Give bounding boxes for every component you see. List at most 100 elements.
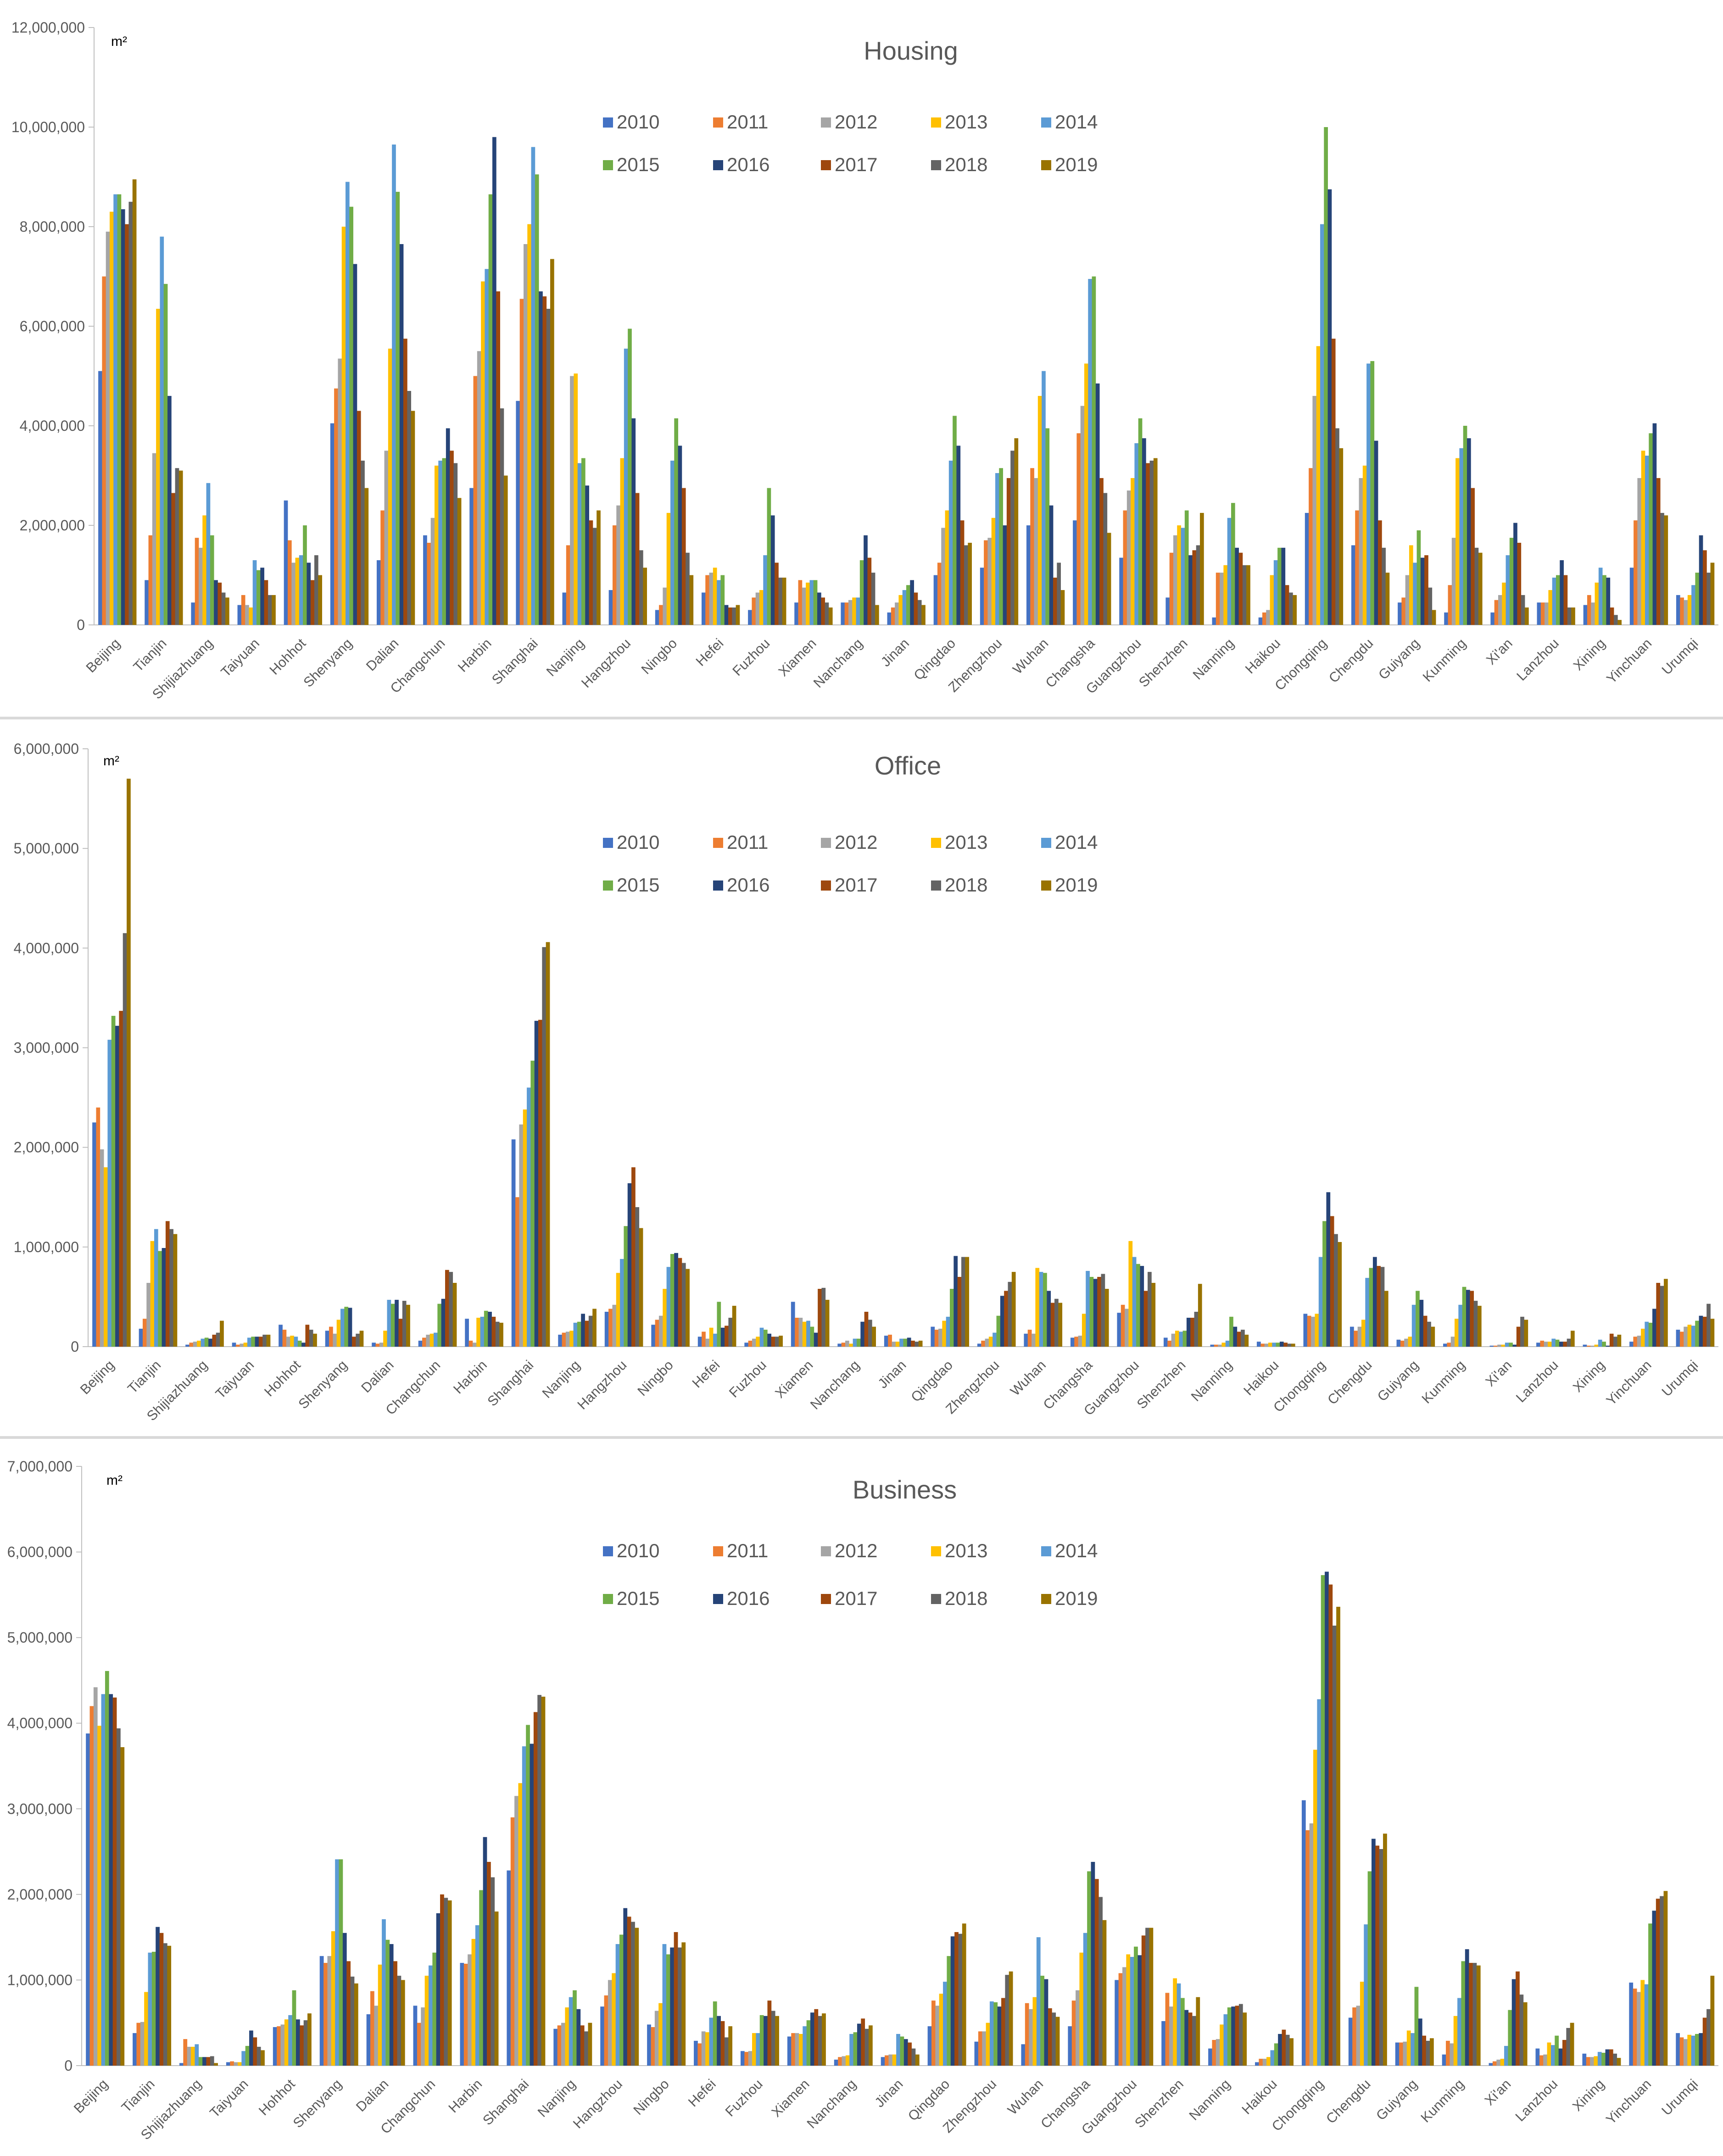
bar-taiyuan-2014 [247, 1337, 251, 1347]
legend-swatch-2018 [931, 160, 941, 170]
x-tick-label: Xiamen [772, 1358, 816, 1401]
bar-changsha-2012 [1076, 1990, 1080, 2066]
x-tick-label: Hohhot [256, 2076, 298, 2118]
bar-beijing-2013 [104, 1167, 108, 1347]
bar-chengdu-2017 [1375, 1845, 1380, 2066]
legend-label-2010: 2010 [617, 111, 659, 133]
bar-hohhot-2010 [279, 1325, 283, 1347]
bar-nanjing-2013 [569, 1331, 574, 1347]
bar-nanchang-2013 [845, 2055, 850, 2066]
bar-harbin-2018 [495, 1321, 500, 1347]
bar-tianjin-2012 [140, 2022, 145, 2066]
legend-swatch-2016 [713, 160, 723, 170]
bar-dalian-2019 [406, 1304, 410, 1347]
bar-shenyang-2012 [338, 358, 342, 625]
bar-nanjing-2018 [584, 2031, 588, 2066]
bar-harbin-2013 [476, 1318, 480, 1347]
bar-shijiazhuang-2010 [185, 1344, 190, 1347]
bar-chengdu-2014 [1364, 1924, 1368, 2066]
bar-nanning-2012 [1218, 1344, 1222, 1347]
bar-haikou-2012 [1264, 1343, 1269, 1347]
bar-yinchuan-2017 [1656, 478, 1661, 625]
x-tick-label: Dalian [358, 1358, 396, 1396]
bar-xining-2018 [1613, 2053, 1617, 2066]
bar-hohhot-2012 [280, 2024, 285, 2066]
bar-hefei-2017 [725, 1326, 729, 1347]
bar-hefei-2017 [720, 2021, 725, 2066]
bar-guangzhou-2012 [1125, 1309, 1129, 1347]
bar-harbin-2012 [472, 1343, 477, 1347]
bar-changchun-2012 [426, 1334, 430, 1347]
bar-xiamen-2012 [795, 2033, 799, 2066]
bar-shanghai-2016 [534, 1020, 539, 1347]
bar-urumqi-2017 [1703, 550, 1707, 625]
bar-tianjin-2017 [165, 1221, 170, 1347]
bar-changchun-2018 [453, 463, 458, 625]
bar-harbin-2019 [499, 1322, 503, 1347]
bar-guiyang-2018 [1428, 587, 1433, 625]
bar-dalian-2015 [390, 1304, 395, 1347]
bar-changsha-2010 [1073, 520, 1077, 625]
bar-nanning-2018 [1238, 2004, 1243, 2066]
bar-xian-2017 [1516, 1971, 1520, 2066]
bar-kunming-2018 [1474, 547, 1479, 625]
legend-swatch-2013 [931, 117, 941, 128]
bar-urumqi-2011 [1679, 1331, 1684, 1347]
bar-hohhot-2015 [303, 525, 307, 625]
bar-changsha-2016 [1093, 1279, 1098, 1347]
bar-changchun-2019 [452, 1283, 457, 1347]
bar-qingdao-2010 [933, 575, 938, 625]
bar-hefei-2018 [732, 607, 736, 625]
bar-guangzhou-2018 [1148, 1272, 1152, 1347]
bar-dalian-2013 [383, 1331, 387, 1347]
bar-beijing-2011 [102, 276, 106, 625]
bar-nanchang-2018 [868, 1320, 872, 1347]
bar-nanning-2014 [1225, 1340, 1230, 1347]
x-tick-label: Shenyang [290, 2077, 345, 2131]
bar-urumqi-2014 [1691, 2035, 1695, 2066]
bar-jinan-2018 [917, 600, 922, 625]
bar-dalian-2019 [411, 411, 415, 625]
bar-taiyuan-2019 [266, 1334, 271, 1347]
bar-changchun-2016 [446, 428, 450, 625]
bar-taiyuan-2019 [272, 595, 276, 625]
bar-fuzhou-2016 [767, 1333, 771, 1347]
bar-shenzhen-2017 [1188, 2012, 1193, 2066]
x-tick-label: Taiyuan [207, 2077, 251, 2121]
bar-shenyang-2019 [364, 488, 369, 625]
bar-haikou-2016 [1281, 547, 1286, 625]
legend-label-2017: 2017 [835, 874, 877, 896]
bar-fuzhou-2017 [775, 563, 779, 625]
bar-tianjin-2015 [158, 1251, 162, 1347]
bar-zhengzhou-2017 [1006, 478, 1011, 625]
bar-nanchang-2015 [859, 560, 864, 625]
bar-jinan-2015 [900, 2036, 904, 2066]
y-tick-label: 5,000,000 [7, 1629, 72, 1646]
x-tick-label: Ningbo [635, 1358, 676, 1399]
bar-nanning-2012 [1216, 2039, 1220, 2066]
bar-chengdu-2019 [1384, 1291, 1388, 1347]
x-tick-label: Dalian [363, 636, 401, 674]
bar-shijiazhuang-2016 [202, 2057, 206, 2066]
bar-xian-2019 [1523, 2002, 1528, 2066]
x-tick-label: Shenzhen [1132, 2077, 1187, 2131]
x-tick-label: Shenzhen [1134, 1358, 1189, 1412]
bar-chengdu-2019 [1385, 573, 1390, 625]
bar-shanghai-2013 [523, 1109, 527, 1347]
bar-dalian-2011 [375, 1343, 380, 1347]
bar-dalian-2012 [374, 2006, 379, 2066]
bar-wuhan-2019 [1060, 590, 1065, 625]
bar-xian-2015 [1508, 2010, 1512, 2066]
bar-changsha-2011 [1076, 433, 1081, 625]
bar-qingdao-2012 [938, 1328, 942, 1347]
x-tick-label: Jinan [875, 1358, 909, 1392]
bar-lanzhou-2013 [1548, 1342, 1552, 1347]
legend-label-2013: 2013 [945, 111, 987, 133]
bar-hohhot-2016 [296, 2019, 300, 2066]
bar-guangzhou-2017 [1143, 1291, 1148, 1347]
x-tick-label: Ningbo [630, 2077, 672, 2118]
bar-tianjin-2016 [162, 1248, 166, 1347]
bar-nanning-2019 [1246, 565, 1250, 625]
bar-hohhot-2016 [307, 563, 311, 625]
bar-xining-2017 [1609, 2049, 1613, 2066]
